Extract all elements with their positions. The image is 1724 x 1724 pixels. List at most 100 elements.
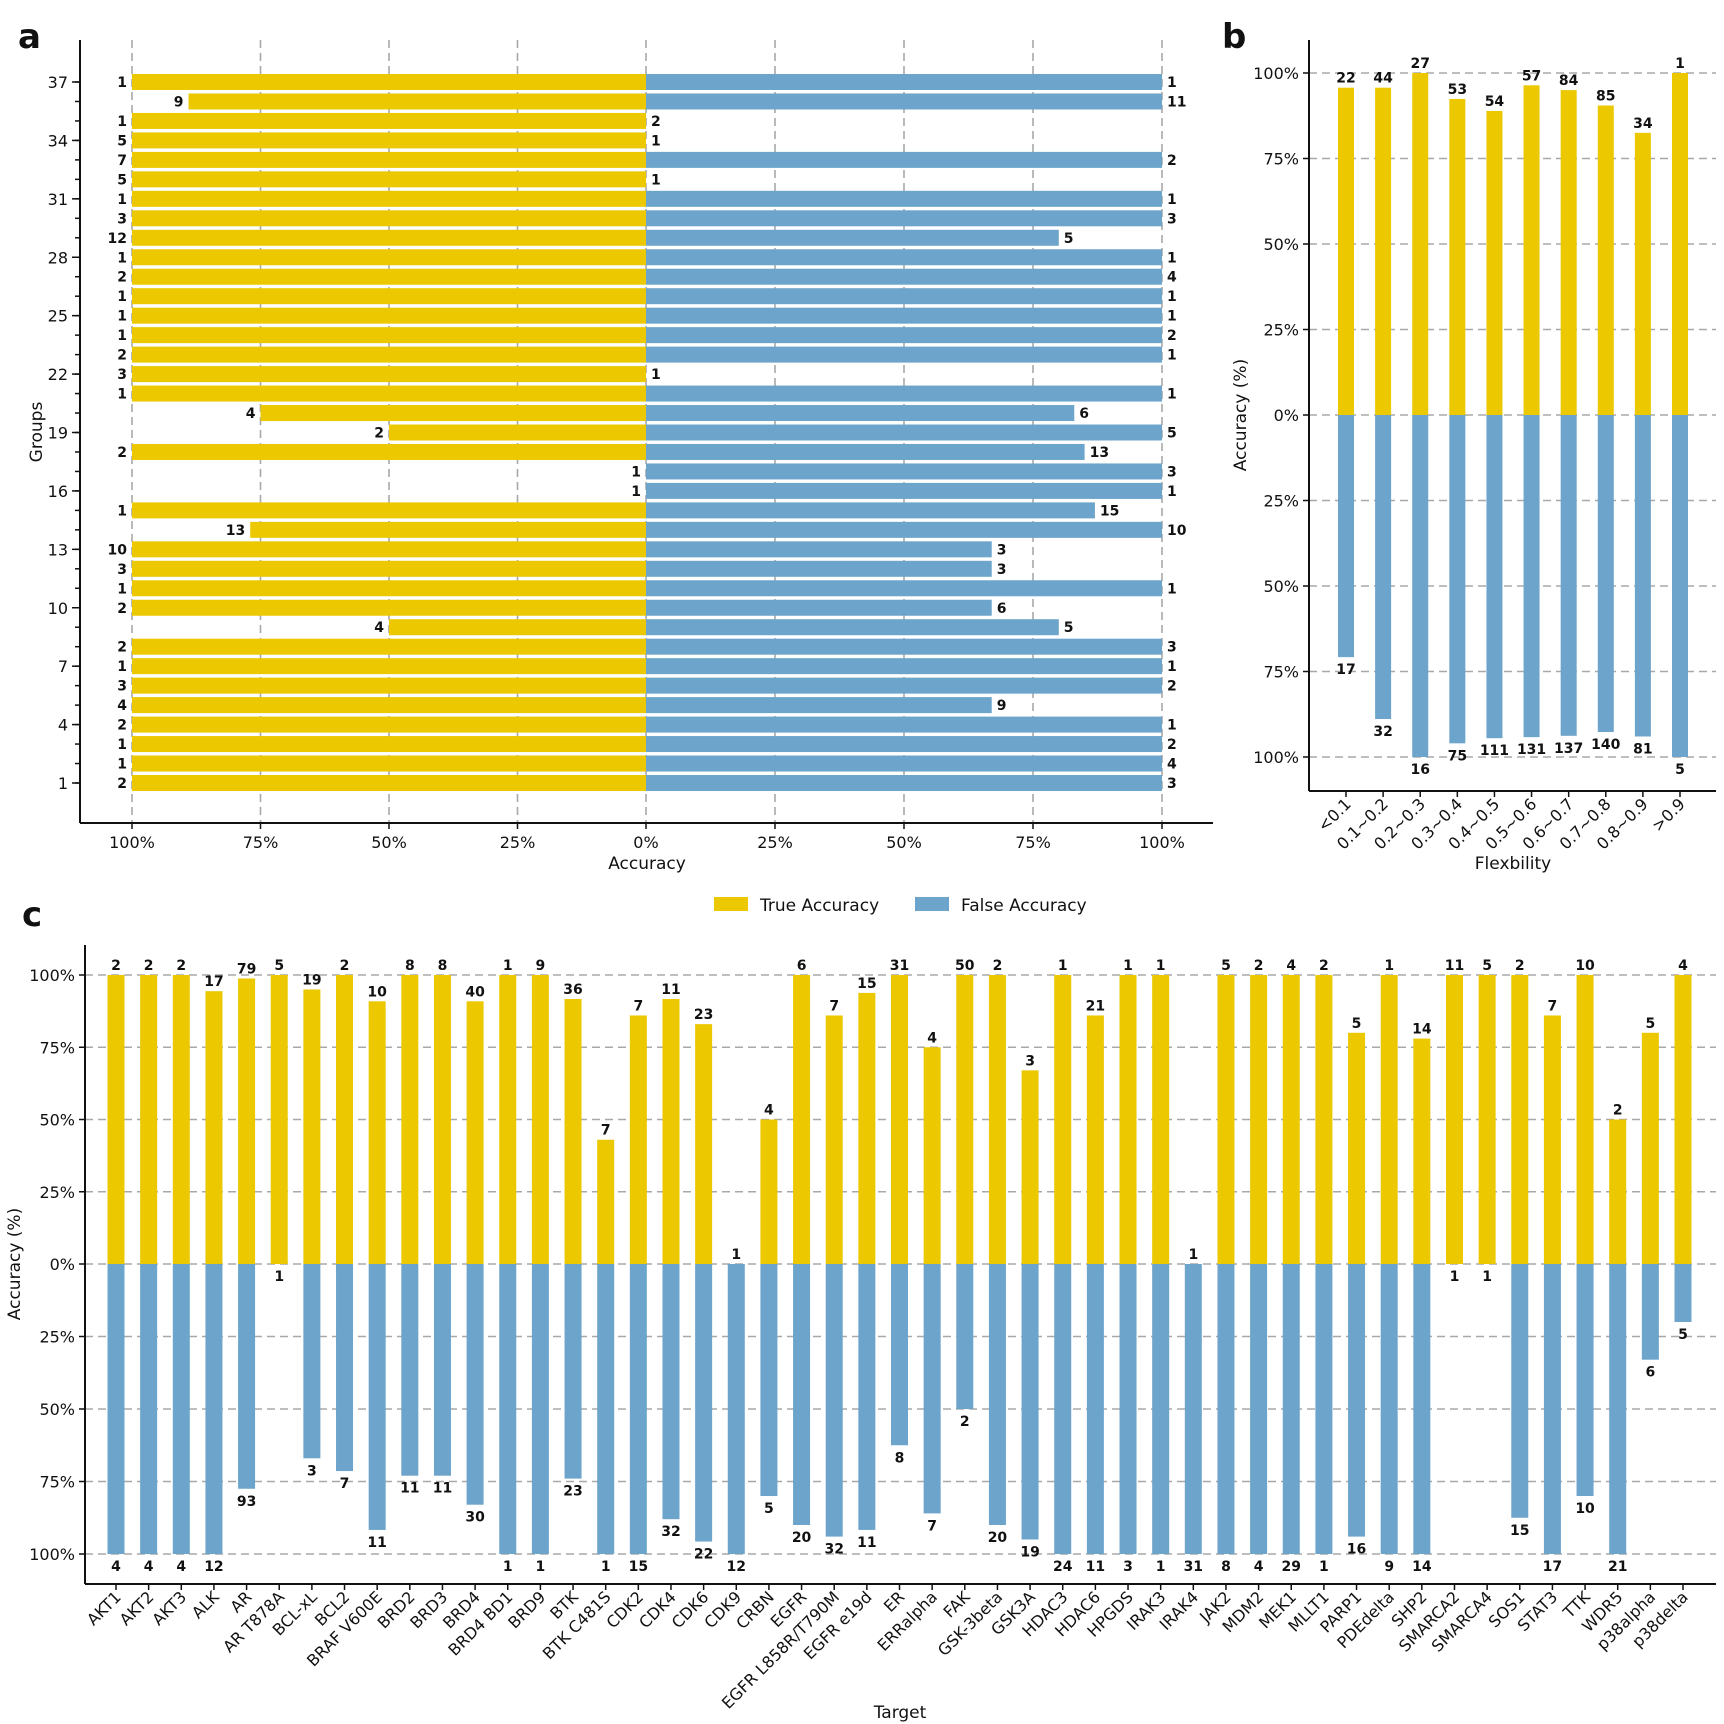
data-label-false: 13 [1090, 445, 1109, 461]
bar-true-shp2 [1413, 1038, 1431, 1264]
bar-false-group-2 [646, 755, 1162, 772]
data-label-false: 14 [1412, 1559, 1432, 1575]
bar-true-gsk3a [1021, 1070, 1039, 1264]
data-label-false: 16 [1347, 1542, 1366, 1558]
data-label-true: 5 [1221, 958, 1231, 974]
data-label-true: 4 [117, 698, 127, 714]
data-label-false: 6 [997, 601, 1007, 617]
bar-false--0-9 [1672, 415, 1688, 757]
data-label-true: 2 [111, 958, 121, 974]
y-tick-label: 19 [48, 424, 68, 443]
data-label-false: 32 [1373, 724, 1392, 740]
bar-true-group-5 [132, 697, 646, 714]
bar-false-0-4-0-5 [1486, 415, 1503, 739]
bar-true-mek1 [1282, 975, 1300, 1264]
y-tick-label: 25% [39, 1328, 75, 1347]
bar-false-group-26 [646, 288, 1162, 305]
y-tick-label: 100% [1253, 64, 1299, 83]
data-label-false: 1 [1319, 1559, 1329, 1575]
data-label-false: 1 [1167, 250, 1177, 266]
bar-true-group-3 [132, 736, 646, 753]
y-tick-label: 75% [1263, 663, 1299, 682]
data-label-true: 2 [117, 640, 127, 656]
data-label-false: 5 [764, 1501, 774, 1517]
bar-true--0-9 [1672, 73, 1688, 415]
bar-true--0-1 [1338, 87, 1354, 416]
bar-true-group-26 [132, 288, 646, 305]
data-label-false: 16 [1410, 762, 1429, 778]
bar-true-gsk-3beta [988, 975, 1006, 1264]
data-label-false: 4 [1167, 270, 1177, 286]
data-label-false: 1 [274, 1269, 284, 1285]
data-label-true: 2 [993, 958, 1003, 974]
data-label-true: 10 [367, 984, 387, 1000]
data-label-false: 4 [1254, 1559, 1264, 1575]
data-label-true: 5 [1352, 1016, 1362, 1032]
data-label-false: 32 [824, 1542, 843, 1558]
data-label-true: 57 [1522, 68, 1541, 84]
data-label-true: 3 [1025, 1053, 1035, 1069]
y-tick-label: 75% [39, 1038, 75, 1057]
data-label-false: 5 [1064, 231, 1074, 247]
data-label-true: 1 [117, 737, 127, 753]
bar-true-mdm2 [1250, 975, 1268, 1264]
data-label-false: 3 [1167, 211, 1177, 227]
bar-false-alk [205, 1264, 223, 1554]
data-label-false: 29 [1282, 1559, 1301, 1575]
bar-false-cdk2 [629, 1264, 647, 1554]
bar-true-group-10 [132, 599, 646, 616]
data-label-false: 12 [204, 1559, 223, 1575]
data-label-true: 1 [117, 114, 127, 130]
bar-true-smarca4 [1478, 975, 1496, 1264]
bar-true-group-4 [132, 716, 646, 733]
data-label-true: 34 [1633, 116, 1653, 132]
data-label-false: 4 [144, 1559, 154, 1575]
data-label-true: 4 [927, 1030, 937, 1046]
data-label-false: 2 [651, 114, 661, 130]
bar-true-brd4 [466, 1001, 484, 1264]
y-tick-label: 25% [1263, 492, 1299, 511]
data-label-true: 9 [536, 958, 546, 974]
bar-false-brd4 [466, 1264, 484, 1505]
bar-false-jak2 [1217, 1264, 1235, 1554]
data-label-false: 137 [1554, 741, 1583, 757]
bar-false-group-23 [646, 346, 1162, 363]
data-label-true: 22 [1336, 71, 1355, 87]
data-label-false: 17 [1543, 1559, 1562, 1575]
x-tick-label: 50% [371, 833, 407, 852]
data-label-true: 1 [117, 581, 127, 597]
data-label-true: 2 [117, 270, 127, 286]
bar-false-bcl-xl [303, 1264, 321, 1459]
bar-true-group-27 [132, 268, 646, 285]
bar-false-0-2-0-3 [1412, 415, 1429, 757]
bar-false-gsk-3beta [988, 1264, 1006, 1525]
bar-false-group-24 [646, 327, 1162, 344]
bar-true-alk [205, 991, 223, 1264]
bar-false-group-7 [646, 658, 1162, 675]
data-label-true: 7 [117, 153, 127, 169]
data-label-true: 1 [503, 958, 513, 974]
data-label-true: 2 [144, 958, 154, 974]
x-tick-label: 75% [243, 833, 279, 852]
data-label-false: 23 [563, 1484, 582, 1500]
bar-false-cdk6 [695, 1264, 713, 1542]
data-label-false: 131 [1517, 742, 1546, 758]
data-label-false: 11 [1086, 1559, 1105, 1575]
bar-true-cdk6 [695, 1024, 713, 1264]
data-label-true: 1 [117, 309, 127, 325]
data-label-true: 1 [117, 757, 127, 773]
data-label-true: 17 [204, 974, 223, 990]
y-tick-label: 16 [48, 482, 68, 501]
y-tick-label: 0% [1274, 406, 1299, 425]
data-label-true: 27 [1410, 56, 1429, 72]
bar-false-group-20 [646, 405, 1075, 422]
data-label-false: 7 [340, 1476, 350, 1492]
panel-c-label: c [22, 895, 42, 935]
data-label-true: 8 [405, 958, 415, 974]
data-label-true: 54 [1485, 94, 1505, 110]
data-label-true: 7 [601, 1123, 611, 1139]
bar-false-btk [564, 1264, 582, 1479]
data-label-false: 1 [1167, 659, 1177, 675]
data-label-true: 2 [1515, 958, 1525, 974]
data-label-false: 6 [1079, 406, 1089, 422]
